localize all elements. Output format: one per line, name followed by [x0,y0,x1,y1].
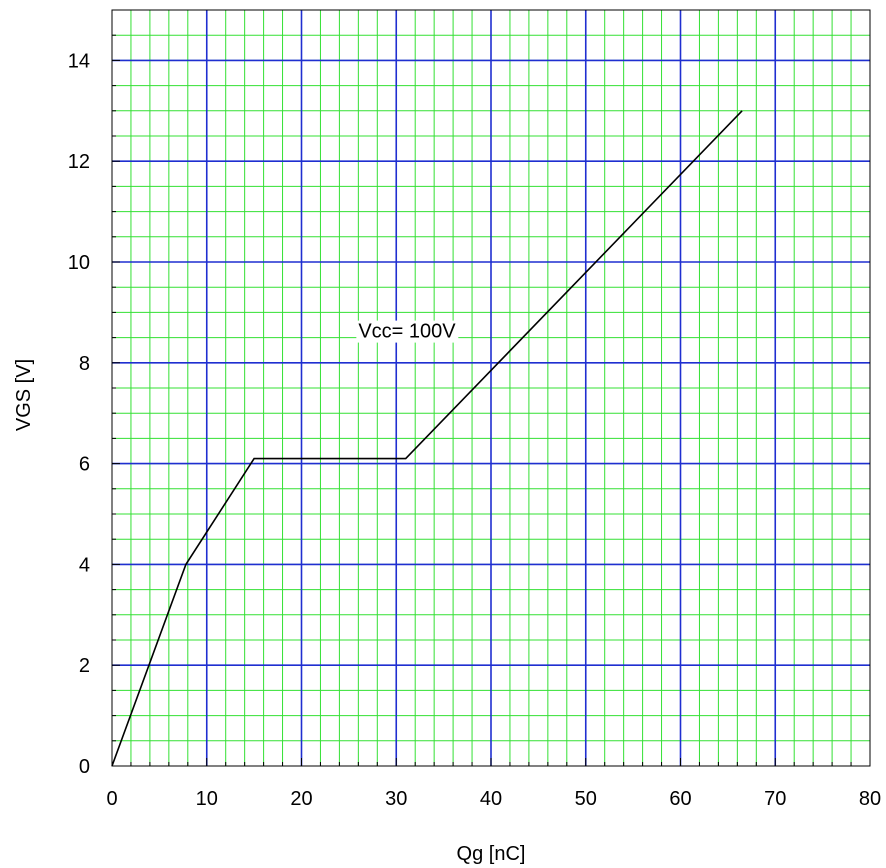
annotations: Vcc= 100V [356,320,459,343]
annotation-label: Vcc= 100V [358,321,456,343]
x-tick-label: 0 [106,788,117,810]
series-group [111,110,743,767]
x-tick-label: 40 [480,788,502,810]
y-tick-label: 12 [68,151,90,173]
x-tick-label: 50 [575,788,597,810]
axis-ticks [111,9,871,767]
y-tick-label: 4 [79,554,90,576]
y-tick-label: 8 [79,353,90,375]
y-tick-label: 10 [68,252,90,274]
x-tick-label: 80 [859,788,881,810]
x-tick-labels: 0 10 20 30 40 50 60 70 80 [106,788,881,810]
y-tick-label: 6 [79,454,90,476]
x-tick-label: 20 [290,788,312,810]
series-line [111,110,743,767]
y-tick-label: 14 [68,50,90,72]
x-tick-label: 10 [196,788,218,810]
major-grid [112,10,870,766]
y-axis-label: VGS [V] [13,359,35,431]
y-tick-label: 0 [79,756,90,778]
x-tick-label: 30 [385,788,407,810]
y-tick-labels: 0 2 4 6 8 10 12 14 [68,50,90,778]
annotation-background [356,320,459,343]
x-axis-label: Qg [nC] [457,843,526,865]
x-tick-label: 70 [764,788,786,810]
x-tick-label: 60 [669,788,691,810]
y-tick-label: 2 [79,655,90,677]
